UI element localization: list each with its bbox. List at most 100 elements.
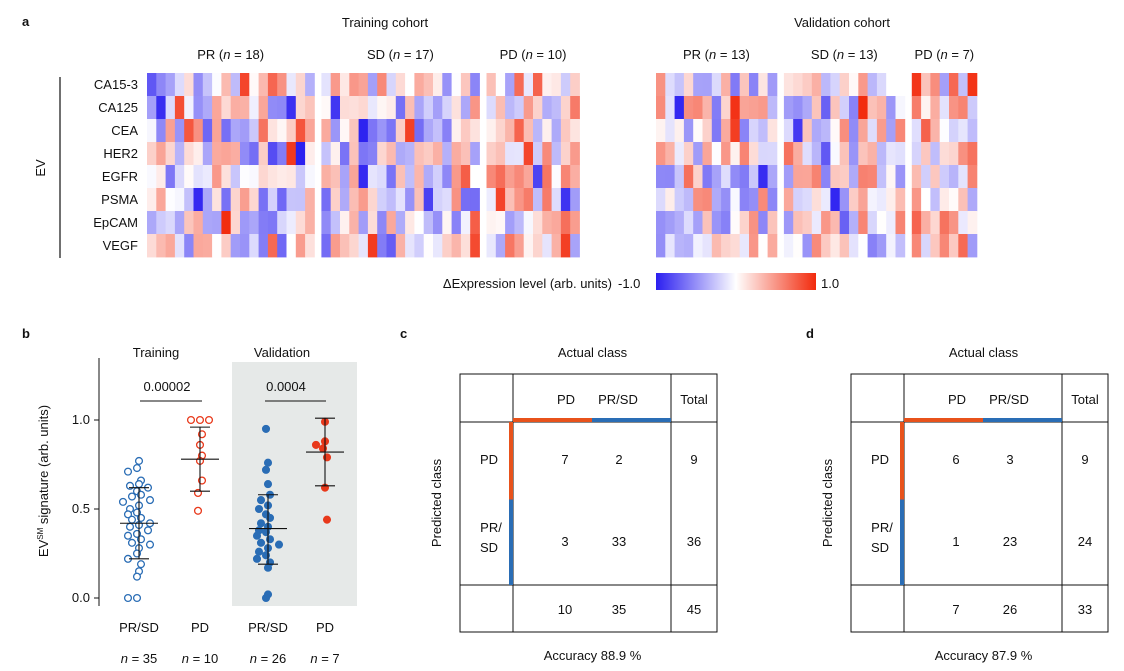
heatmap-cell xyxy=(665,142,675,166)
heatmap-cell xyxy=(505,188,515,212)
heatmap-cell xyxy=(395,211,406,235)
row-header-pd: PD xyxy=(480,452,498,467)
heatmap-cell xyxy=(867,96,878,120)
heatmap-cell xyxy=(551,165,562,189)
heatmap-cell xyxy=(147,234,157,258)
group-name: SD ( xyxy=(811,47,838,62)
heatmap-cell xyxy=(249,211,259,235)
heatmap-cell xyxy=(460,142,471,166)
heatmap-cell xyxy=(495,234,506,258)
heatmap-cell xyxy=(711,73,722,97)
heatmap-cell xyxy=(533,234,543,258)
heatmap-cell xyxy=(702,211,713,235)
heatmap-cell xyxy=(165,165,176,189)
heatmap-cell xyxy=(895,211,906,235)
marker-label: VEGF xyxy=(103,238,138,253)
heatmap-cell xyxy=(277,211,287,235)
heatmap-cell xyxy=(184,142,194,166)
y-axis-label-main: EV xyxy=(36,539,51,557)
heatmap-cell xyxy=(656,211,666,235)
heatmap-cell xyxy=(267,188,278,212)
heatmap-cell xyxy=(505,165,515,189)
heatmap-cell xyxy=(721,142,731,166)
heatmap-cell xyxy=(395,165,406,189)
heatmap-cell xyxy=(249,234,259,258)
heatmap-cell xyxy=(533,188,543,212)
heatmap-cell xyxy=(174,165,185,189)
heatmap-cell xyxy=(711,165,722,189)
pd-actual-bar xyxy=(904,418,983,422)
row-header-prsd-line2: SD xyxy=(871,540,889,555)
heatmap-cell xyxy=(739,165,750,189)
heatmap-cell xyxy=(867,142,878,166)
marker-label: HER2 xyxy=(103,146,138,161)
heatmap-cell xyxy=(533,165,543,189)
heatmap-cell xyxy=(939,211,950,235)
heatmap-cell xyxy=(849,234,859,258)
group-n-symbol: n xyxy=(526,47,533,62)
heatmap-cell xyxy=(305,119,315,143)
heatmap-cell xyxy=(949,234,959,258)
heatmap-cell xyxy=(895,73,906,97)
heatmap-cell xyxy=(958,73,968,97)
heatmap-cell xyxy=(156,119,166,143)
heatmap-cell xyxy=(702,165,713,189)
heatmap-cell xyxy=(240,188,250,212)
data-point xyxy=(125,481,135,490)
heatmap-cell xyxy=(560,234,571,258)
heatmap-cell xyxy=(258,119,269,143)
heatmap-cell xyxy=(340,73,350,97)
heatmap-cell xyxy=(542,234,552,258)
heatmap-cell xyxy=(405,119,415,143)
heatmap-cell xyxy=(460,73,471,97)
heatmap-cell xyxy=(674,73,685,97)
heatmap-cell xyxy=(793,96,803,120)
heatmap-cell xyxy=(165,142,176,166)
heatmap-cell xyxy=(202,96,213,120)
heatmap-cell xyxy=(395,188,406,212)
heatmap-cell xyxy=(212,234,222,258)
heatmap-cell xyxy=(156,142,166,166)
heatmap-cell xyxy=(711,119,722,143)
group-n-symbol: n xyxy=(709,47,716,62)
heatmap-cell xyxy=(433,188,443,212)
heatmap-cell xyxy=(156,165,166,189)
heatmap-cell xyxy=(551,188,562,212)
heatmap-cell xyxy=(811,73,822,97)
data-point xyxy=(123,531,133,540)
heatmap-cell xyxy=(277,188,287,212)
heatmap-cell xyxy=(849,119,859,143)
prsd-actual-bar xyxy=(592,418,671,422)
heatmap-cell xyxy=(683,165,694,189)
heatmap-cell xyxy=(202,165,213,189)
heatmap-cell xyxy=(693,165,703,189)
heatmap-cell xyxy=(240,73,250,97)
heatmap-cell xyxy=(451,188,462,212)
heatmap-cell xyxy=(486,142,497,166)
heatmap-cell xyxy=(665,96,675,120)
data-point xyxy=(193,506,203,515)
heatmap-cell xyxy=(886,96,896,120)
heatmap-cell xyxy=(721,96,731,120)
heatmap-cell xyxy=(286,234,297,258)
heatmap-cell xyxy=(767,234,778,258)
heatmap-cell xyxy=(783,165,794,189)
heatmap-cell xyxy=(367,165,378,189)
heatmap-cell xyxy=(267,119,278,143)
heatmap-cell xyxy=(423,165,434,189)
y-axis-label-sup: SM xyxy=(36,527,45,539)
data-point xyxy=(145,540,155,549)
actual-class-title: Actual class xyxy=(949,345,1019,360)
data-point xyxy=(254,547,264,556)
heatmap-cell xyxy=(193,142,204,166)
heatmap-cell xyxy=(505,119,515,143)
heatmap-cell xyxy=(683,73,694,97)
heatmap-cell xyxy=(821,165,831,189)
heatmap-cell xyxy=(767,165,778,189)
col-header-total: Total xyxy=(1071,392,1099,407)
n-symbol: n xyxy=(182,651,189,666)
data-point xyxy=(254,504,264,514)
heatmap-cell xyxy=(460,234,471,258)
panel-label-d: d xyxy=(806,326,814,341)
heatmap-cell xyxy=(460,165,471,189)
